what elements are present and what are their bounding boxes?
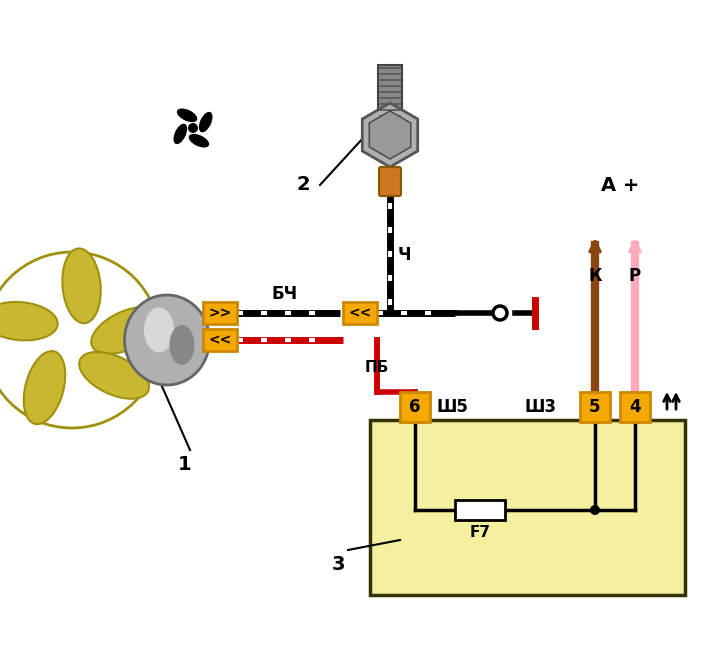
Text: 6: 6 [410, 398, 421, 416]
Text: F7: F7 [470, 525, 490, 540]
Ellipse shape [173, 124, 187, 144]
Text: A +: A + [601, 176, 639, 195]
Ellipse shape [0, 302, 58, 341]
FancyBboxPatch shape [370, 420, 685, 595]
Text: Ш3: Ш3 [525, 398, 557, 416]
Polygon shape [369, 111, 411, 159]
FancyBboxPatch shape [343, 302, 377, 324]
FancyBboxPatch shape [378, 65, 402, 120]
FancyBboxPatch shape [379, 167, 401, 196]
FancyBboxPatch shape [580, 392, 610, 422]
Text: Ш5: Ш5 [437, 398, 469, 416]
Text: Р: Р [629, 267, 641, 285]
Circle shape [590, 505, 600, 515]
Ellipse shape [125, 295, 210, 385]
Text: Ч: Ч [398, 246, 412, 264]
Text: >>: >> [208, 306, 231, 320]
Ellipse shape [177, 109, 198, 122]
FancyBboxPatch shape [400, 392, 430, 422]
Text: <<: << [349, 306, 372, 320]
Circle shape [188, 123, 198, 133]
Ellipse shape [189, 134, 209, 148]
Ellipse shape [144, 307, 174, 352]
FancyBboxPatch shape [620, 392, 650, 422]
Circle shape [493, 306, 507, 320]
FancyBboxPatch shape [203, 302, 237, 324]
Text: 1: 1 [178, 455, 192, 474]
Text: 4: 4 [629, 398, 641, 416]
Text: БЧ: БЧ [272, 285, 298, 303]
Text: 2: 2 [296, 176, 310, 194]
Text: 3: 3 [332, 555, 344, 574]
Ellipse shape [170, 325, 195, 365]
FancyBboxPatch shape [455, 500, 505, 520]
Ellipse shape [79, 352, 149, 398]
Ellipse shape [91, 307, 161, 354]
FancyBboxPatch shape [203, 329, 237, 351]
Text: К: К [588, 267, 602, 285]
Text: 5: 5 [589, 398, 601, 416]
Polygon shape [362, 103, 417, 167]
Ellipse shape [24, 351, 65, 424]
Ellipse shape [199, 112, 213, 133]
Ellipse shape [62, 248, 101, 323]
Text: <<: << [208, 333, 231, 347]
Text: ПБ: ПБ [365, 360, 390, 375]
